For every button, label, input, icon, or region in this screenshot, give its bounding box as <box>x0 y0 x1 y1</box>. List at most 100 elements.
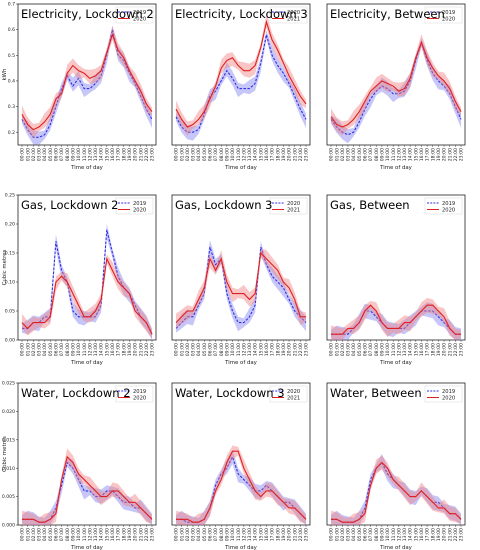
x-tick-label: 23:00 <box>304 528 310 541</box>
x-tick-label: 12:00 <box>87 148 93 161</box>
x-tick-label: 20:00 <box>442 343 448 356</box>
x-tick-label: 11:00 <box>82 528 88 541</box>
plot-area <box>17 3 157 146</box>
legend-label: 2021 <box>287 16 300 22</box>
y-tick-label: 0.05 <box>5 309 15 315</box>
series-line <box>330 40 462 128</box>
x-tick-label: 02:00 <box>185 148 191 161</box>
x-tick-label: 21:00 <box>292 528 298 541</box>
x-tick-label: 13:00 <box>93 528 99 541</box>
series-confidence-band <box>176 445 306 525</box>
x-axis-label: Time of day <box>70 165 104 171</box>
series-confidence-band <box>176 13 306 136</box>
x-tick-label: 15:00 <box>258 343 264 356</box>
x-tick-label: 04:00 <box>42 148 48 161</box>
x-tick-label: 12:00 <box>241 148 247 161</box>
x-tick-label: 07:00 <box>213 528 219 541</box>
x-tick-label: 23:00 <box>150 528 156 541</box>
x-tick-label: 20:00 <box>133 343 139 356</box>
x-tick-label: 02:00 <box>340 148 346 161</box>
x-tick-label: 19:00 <box>127 528 133 541</box>
x-tick-label: 20:00 <box>287 528 293 541</box>
x-tick-label: 20:00 <box>442 148 448 161</box>
x-tick-label: 23:00 <box>304 343 310 356</box>
x-axis-label: Time of day <box>224 165 258 171</box>
x-tick-label: 13:00 <box>402 148 408 161</box>
legend-label: 2020 <box>442 16 455 22</box>
x-tick-label: 22:00 <box>144 343 150 356</box>
x-tick-label: 03:00 <box>191 148 197 161</box>
x-tick-label: 04:00 <box>351 528 357 541</box>
x-tick-label: 17:00 <box>425 148 431 161</box>
x-tick-label: 15:00 <box>413 148 419 161</box>
series-confidence-band <box>22 25 152 145</box>
x-tick-label: 20:00 <box>133 148 139 161</box>
x-tick-label: 09:00 <box>379 343 385 356</box>
series-confidence-band <box>22 448 152 525</box>
x-tick-label: 08:00 <box>65 148 71 161</box>
x-tick-label: 15:00 <box>104 528 110 541</box>
y-tick-label: 0.000 <box>2 523 15 529</box>
legend-label: 2020 <box>442 395 455 401</box>
x-axis-label: Time of day <box>379 545 413 550</box>
x-tick-label: 00:00 <box>329 148 335 161</box>
x-tick-label: 03:00 <box>37 528 43 541</box>
x-tick-label: 22:00 <box>144 528 150 541</box>
legend-label: 2019 <box>133 10 146 16</box>
x-tick-label: 18:00 <box>121 528 127 541</box>
x-tick-label: 08:00 <box>219 148 225 161</box>
x-tick-label: 19:00 <box>127 148 133 161</box>
y-tick-label: 0.20 <box>5 222 15 228</box>
chart-title: Water, Lockdown 2 <box>21 386 131 400</box>
x-tick-label: 03:00 <box>37 343 43 356</box>
x-tick-label: 05:00 <box>202 148 208 161</box>
legend-label: 2019 <box>133 389 146 395</box>
x-tick-label: 15:00 <box>258 528 264 541</box>
x-tick-label: 21:00 <box>447 343 453 356</box>
x-tick-label: 03:00 <box>191 343 197 356</box>
x-tick-label: 01:00 <box>334 148 340 161</box>
x-tick-label: 22:00 <box>298 528 304 541</box>
x-tick-label: 01:00 <box>334 528 340 541</box>
x-tick-label: 18:00 <box>275 148 281 161</box>
x-tick-label: 14:00 <box>99 148 105 161</box>
legend-label: 2020 <box>133 16 146 22</box>
plot-area <box>326 194 466 341</box>
series-confidence-band <box>331 454 461 525</box>
x-tick-label: 19:00 <box>281 343 287 356</box>
x-axis-label: Time of day <box>70 545 104 550</box>
x-tick-label: 07:00 <box>59 343 65 356</box>
series-confidence-band <box>176 449 306 525</box>
x-tick-label: 21:00 <box>138 343 144 356</box>
x-tick-label: 06:00 <box>208 343 214 356</box>
legend-label: 2020 <box>133 207 146 213</box>
series-confidence-band <box>22 26 152 139</box>
x-tick-label: 05:00 <box>48 343 54 356</box>
x-tick-label: 11:00 <box>236 148 242 161</box>
y-tick-label: 0.3 <box>8 104 15 110</box>
x-tick-label: 06:00 <box>54 528 60 541</box>
x-tick-label: 07:00 <box>59 528 65 541</box>
x-tick-label: 13:00 <box>93 148 99 161</box>
series-confidence-band <box>331 297 461 340</box>
plot-area <box>17 382 157 526</box>
x-tick-label: 22:00 <box>453 148 459 161</box>
plot-area <box>171 194 311 341</box>
x-tick-label: 05:00 <box>48 528 54 541</box>
x-tick-label: 13:00 <box>247 148 253 161</box>
x-tick-label: 14:00 <box>253 148 259 161</box>
x-tick-label: 23:00 <box>459 528 465 541</box>
y-tick-label: 0.025 <box>2 381 15 387</box>
x-tick-label: 06:00 <box>363 343 369 356</box>
x-tick-label: 03:00 <box>346 148 352 161</box>
chart-title: Electricity, Lockdown 3 <box>175 7 308 21</box>
chart-panel: 00:00 01:00 02:00 03:00 04:00 05:00 06:00 07:00… <box>326 382 466 550</box>
y-tick-label: 0.2 <box>8 130 15 136</box>
x-tick-label: 11:00 <box>82 148 88 161</box>
x-tick-label: 11:00 <box>391 343 397 356</box>
plot-area <box>171 3 311 146</box>
x-tick-label: 21:00 <box>447 148 453 161</box>
x-tick-label: 11:00 <box>391 528 397 541</box>
x-tick-label: 07:00 <box>213 343 219 356</box>
x-tick-label: 09:00 <box>70 343 76 356</box>
